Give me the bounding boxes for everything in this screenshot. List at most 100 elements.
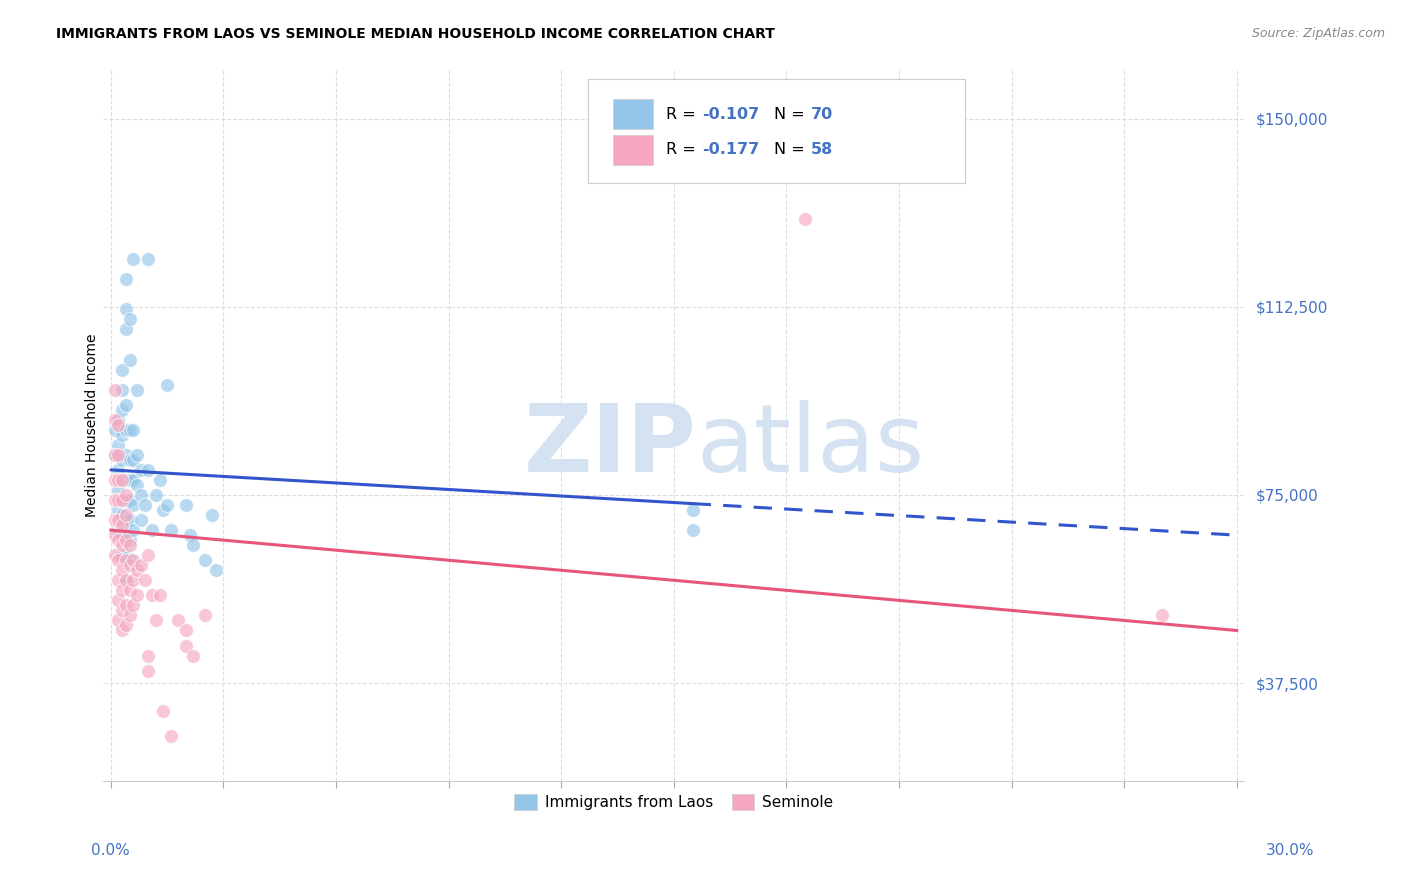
Point — [111, 362, 134, 376]
Point — [118, 473, 141, 487]
Point — [138, 648, 160, 663]
Point — [104, 528, 127, 542]
Point — [115, 533, 138, 548]
Y-axis label: Median Household Income: Median Household Income — [86, 333, 100, 516]
Point — [115, 398, 138, 412]
Point — [104, 448, 127, 462]
Point — [107, 483, 129, 497]
Point — [174, 624, 197, 638]
Point — [115, 272, 138, 286]
Point — [122, 574, 145, 588]
Point — [118, 513, 141, 527]
Text: ZIP: ZIP — [524, 401, 696, 492]
Point — [156, 498, 179, 512]
Point — [118, 553, 141, 567]
Point — [201, 508, 224, 522]
Text: N =: N = — [775, 142, 810, 157]
Point — [107, 523, 129, 537]
Point — [115, 493, 138, 508]
Point — [138, 664, 160, 678]
Point — [107, 413, 129, 427]
Point — [104, 513, 127, 527]
Point — [134, 498, 156, 512]
Point — [127, 478, 149, 492]
Text: 70: 70 — [811, 107, 832, 121]
Point — [156, 377, 179, 392]
Point — [149, 588, 172, 602]
Point — [104, 493, 127, 508]
Text: Source: ZipAtlas.com: Source: ZipAtlas.com — [1251, 27, 1385, 40]
Point — [111, 563, 134, 577]
Point — [141, 523, 163, 537]
Point — [115, 488, 138, 502]
Point — [115, 574, 138, 588]
Point — [174, 639, 197, 653]
Point — [129, 513, 152, 527]
Point — [107, 417, 129, 432]
Point — [107, 503, 129, 517]
Point — [682, 523, 704, 537]
Point — [122, 498, 145, 512]
Point — [107, 473, 129, 487]
FancyBboxPatch shape — [613, 99, 654, 129]
Point — [111, 508, 134, 522]
Point — [134, 574, 156, 588]
Point — [107, 593, 129, 607]
Point — [118, 558, 141, 573]
Point — [122, 453, 145, 467]
Point — [107, 574, 129, 588]
Point — [127, 588, 149, 602]
Point — [115, 553, 138, 567]
Point — [118, 312, 141, 326]
Point — [122, 523, 145, 537]
Point — [111, 518, 134, 533]
Point — [111, 603, 134, 617]
Point — [107, 614, 129, 628]
Point — [118, 608, 141, 623]
Point — [794, 212, 817, 227]
Point — [111, 383, 134, 397]
Point — [122, 553, 145, 567]
Point — [115, 448, 138, 462]
Point — [183, 648, 205, 663]
Point — [194, 608, 217, 623]
Point — [174, 498, 197, 512]
Point — [115, 599, 138, 613]
Point — [115, 322, 138, 336]
Point — [115, 508, 138, 522]
Point — [138, 548, 160, 562]
Point — [107, 553, 129, 567]
Point — [129, 488, 152, 502]
Text: 30.0%: 30.0% — [1267, 843, 1315, 858]
Point — [141, 588, 163, 602]
Point — [160, 523, 183, 537]
Point — [138, 463, 160, 477]
Text: IMMIGRANTS FROM LAOS VS SEMINOLE MEDIAN HOUSEHOLD INCOME CORRELATION CHART: IMMIGRANTS FROM LAOS VS SEMINOLE MEDIAN … — [56, 27, 775, 41]
Point — [107, 438, 129, 452]
Point — [111, 493, 134, 508]
Point — [145, 614, 167, 628]
Point — [107, 463, 129, 477]
Point — [104, 448, 127, 462]
Point — [104, 473, 127, 487]
Point — [118, 533, 141, 548]
Point — [104, 413, 127, 427]
Point — [194, 553, 217, 567]
Point — [118, 538, 141, 552]
Point — [115, 574, 138, 588]
Point — [129, 463, 152, 477]
Point — [111, 453, 134, 467]
Point — [118, 493, 141, 508]
Point — [115, 528, 138, 542]
Point — [111, 624, 134, 638]
Point — [122, 473, 145, 487]
Point — [115, 423, 138, 437]
Point — [111, 473, 134, 487]
Point — [111, 538, 134, 552]
Point — [115, 513, 138, 527]
Point — [682, 503, 704, 517]
Point — [183, 538, 205, 552]
Point — [160, 729, 183, 743]
Point — [111, 528, 134, 542]
Point — [118, 423, 141, 437]
